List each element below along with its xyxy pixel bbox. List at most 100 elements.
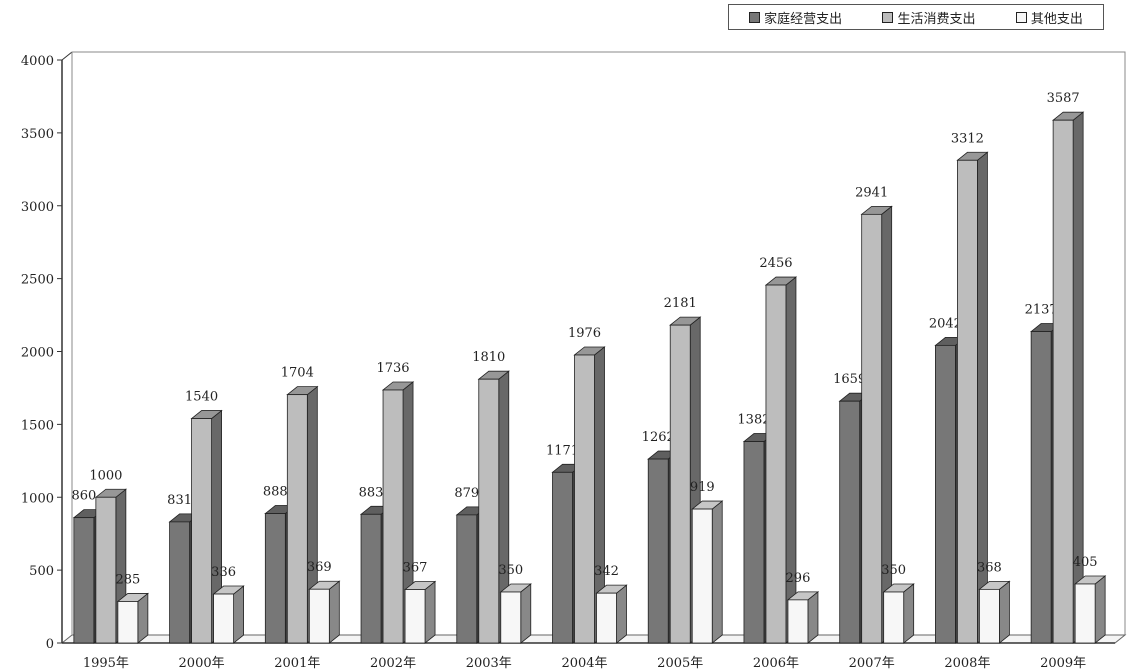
bar-value-label: 285 xyxy=(115,572,140,587)
bar xyxy=(478,378,500,644)
bar xyxy=(456,514,478,644)
bar-value-label: 3587 xyxy=(1047,91,1080,106)
legend-label-series-3: 其他支出 xyxy=(1030,11,1083,27)
bar xyxy=(500,591,522,644)
bar xyxy=(117,601,139,644)
bar-value-label: 350 xyxy=(881,563,906,578)
bar xyxy=(404,589,426,644)
bar-value-label: 1540 xyxy=(185,390,218,405)
legend-swatch-series-3 xyxy=(1015,11,1027,23)
y-tick-label: 3500 xyxy=(21,127,54,142)
bar-value-label: 860 xyxy=(71,489,96,504)
bar-value-label: 1659 xyxy=(833,372,866,387)
bar-side xyxy=(328,580,340,644)
bar xyxy=(669,324,691,644)
y-tick-label: 2000 xyxy=(21,346,54,361)
y-tick-label: 2500 xyxy=(21,273,54,288)
bar-value-label: 1262 xyxy=(642,430,675,445)
bar-value-label: 831 xyxy=(167,493,192,508)
bar xyxy=(552,471,573,644)
bar xyxy=(360,513,382,644)
y-tick-label: 1500 xyxy=(21,418,54,433)
bar xyxy=(765,284,787,644)
bar-value-label: 369 xyxy=(307,560,332,575)
bar-value-label: 1976 xyxy=(568,326,601,341)
bar-side xyxy=(999,580,1010,644)
bar-value-label: 336 xyxy=(211,565,236,580)
bar-value-label: 296 xyxy=(786,571,811,586)
legend-item-series-3: 其他支出 xyxy=(1015,8,1083,27)
bar-value-label: 367 xyxy=(403,561,428,576)
bar xyxy=(691,508,713,644)
legend-label-series-2: 生活消费支出 xyxy=(897,11,976,27)
bar xyxy=(861,213,883,644)
chart-legend: 家庭经营支出 生活消费支出 其他支出 xyxy=(728,4,1104,30)
x-tick-label: 2004年 xyxy=(561,656,607,671)
bar-side xyxy=(711,500,723,644)
bar xyxy=(95,496,117,644)
bar-value-label: 405 xyxy=(1073,555,1098,570)
bar xyxy=(647,458,669,644)
x-tick-label: 2000年 xyxy=(179,656,225,671)
x-tick-label: 2006年 xyxy=(753,656,799,671)
bar-side xyxy=(1094,575,1106,644)
bar xyxy=(839,400,861,644)
legend-item-series-2: 生活消费支出 xyxy=(882,8,976,27)
bar xyxy=(979,588,1000,644)
bar xyxy=(957,159,978,644)
x-tick-label: 1995年 xyxy=(83,656,129,671)
x-tick-label: 2002年 xyxy=(370,656,416,671)
bar xyxy=(1030,331,1052,644)
bar xyxy=(1052,119,1074,644)
back-wall-frame xyxy=(72,51,1126,635)
bar xyxy=(264,513,286,644)
x-tick-label: 2009年 xyxy=(1040,656,1086,671)
legend-item-series-1: 家庭经营支出 xyxy=(749,8,842,27)
bar-value-label: 2137 xyxy=(1025,303,1058,318)
bar xyxy=(596,592,617,644)
bar-side xyxy=(520,583,532,644)
x-tick-label: 2003年 xyxy=(466,656,512,671)
y-tick-label: 1000 xyxy=(21,491,54,506)
bar-side xyxy=(616,584,627,644)
legend-swatch-series-2 xyxy=(882,11,894,23)
bar-side xyxy=(233,585,244,644)
bar xyxy=(787,599,809,644)
bar-value-label: 1704 xyxy=(281,366,314,381)
x-tick-label: 2008年 xyxy=(944,656,990,671)
bar-value-label: 919 xyxy=(690,480,715,495)
bar-value-label: 1000 xyxy=(89,468,122,483)
bar-value-label: 1736 xyxy=(376,361,409,376)
bar-value-label: 2181 xyxy=(664,296,697,311)
bar xyxy=(382,389,404,644)
bar xyxy=(883,591,905,644)
bar-value-label: 2941 xyxy=(855,185,888,200)
legend-swatch-series-1 xyxy=(749,11,761,23)
bar-value-label: 2042 xyxy=(929,316,962,331)
bar xyxy=(169,521,190,644)
bar-value-label: 3312 xyxy=(951,131,984,146)
bar xyxy=(574,354,595,644)
bar-value-label: 342 xyxy=(594,564,619,579)
bar-value-label: 879 xyxy=(454,486,479,501)
y-tick-label: 0 xyxy=(46,637,54,652)
bar-value-label: 2456 xyxy=(759,256,792,271)
bar-value-label: 368 xyxy=(977,560,1002,575)
x-tick-label: 2007年 xyxy=(849,656,895,671)
bar-value-label: 1810 xyxy=(472,350,505,365)
x-tick-label: 2005年 xyxy=(657,656,703,671)
y-axis-top-depth xyxy=(61,51,73,61)
bar-side xyxy=(903,583,915,644)
bar xyxy=(286,394,308,644)
bar xyxy=(73,517,95,644)
bar xyxy=(308,588,330,644)
y-tick-label: 500 xyxy=(29,564,54,579)
bar-side xyxy=(424,580,436,644)
y-tick-label: 4000 xyxy=(21,54,54,69)
bar-value-label: 888 xyxy=(263,485,288,500)
bar xyxy=(743,441,765,644)
bar-value-label: 350 xyxy=(498,563,523,578)
bar-value-label: 1382 xyxy=(737,413,770,428)
x-tick-label: 2001年 xyxy=(274,656,320,671)
